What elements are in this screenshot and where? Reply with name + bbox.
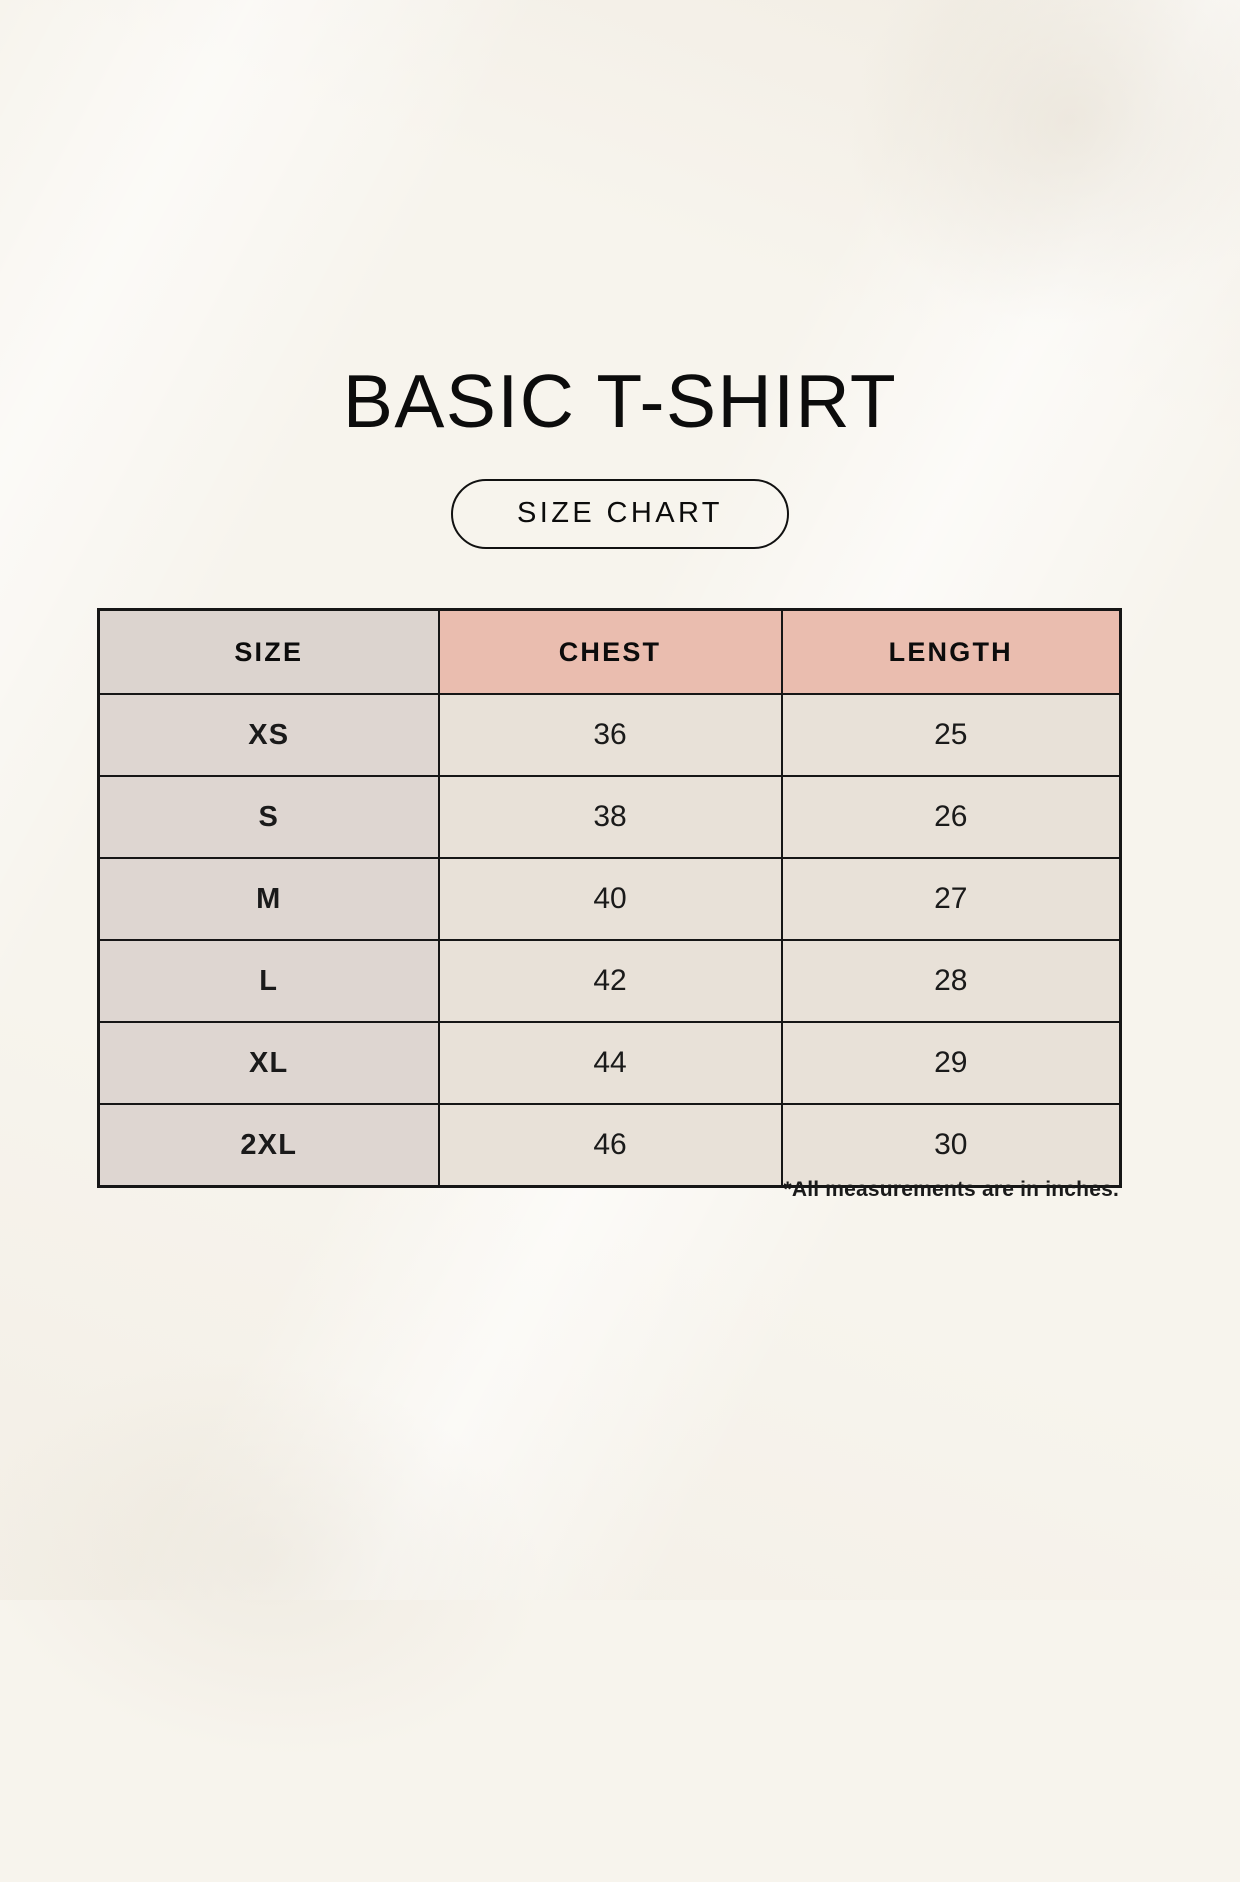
cell-chest: 38 (437, 775, 783, 859)
table-header-row: SIZE CHEST LENGTH (97, 608, 1122, 695)
cell-chest: 46 (437, 1103, 783, 1188)
cell-size: M (97, 857, 440, 941)
column-header-length: LENGTH (780, 608, 1122, 695)
column-header-size: SIZE (97, 608, 440, 695)
size-chart-badge: SIZE CHART (451, 479, 789, 549)
cell-length: 26 (780, 775, 1122, 859)
cell-chest: 40 (437, 857, 783, 941)
cell-chest: 42 (437, 939, 783, 1023)
table-row: S 38 26 (97, 775, 1122, 859)
table-row: XL 44 29 (97, 1021, 1122, 1105)
table-row: L 42 28 (97, 939, 1122, 1023)
table-row: 2XL 46 30 (97, 1103, 1122, 1188)
cell-length: 27 (780, 857, 1122, 941)
cell-length: 30 (780, 1103, 1122, 1188)
cell-chest: 44 (437, 1021, 783, 1105)
cell-size: XL (97, 1021, 440, 1105)
cell-size: L (97, 939, 440, 1023)
cell-size: S (97, 775, 440, 859)
cell-chest: 36 (437, 693, 783, 777)
table-header: SIZE CHEST LENGTH (97, 608, 1122, 695)
page-title: BASIC T-SHIRT (342, 359, 898, 443)
background-bottom-shadow (0, 1237, 680, 1882)
measurements-note: *All measurements are in inches. (783, 1178, 1119, 1201)
table-row: M 40 27 (97, 857, 1122, 941)
table-body: XS 36 25 S 38 26 M 40 27 L 42 28 (97, 693, 1122, 1188)
cell-size: XS (97, 693, 440, 777)
cell-length: 29 (780, 1021, 1122, 1105)
cell-length: 28 (780, 939, 1122, 1023)
table-row: XS 36 25 (97, 693, 1122, 777)
header: BASIC T-SHIRT SIZE CHART (0, 356, 1240, 549)
cell-size: 2XL (97, 1103, 440, 1188)
column-header-chest: CHEST (437, 608, 783, 695)
size-table-container: SIZE CHEST LENGTH XS 36 25 S 38 26 M (97, 608, 1122, 1188)
size-table: SIZE CHEST LENGTH XS 36 25 S 38 26 M (97, 608, 1122, 1188)
cell-length: 25 (780, 693, 1122, 777)
